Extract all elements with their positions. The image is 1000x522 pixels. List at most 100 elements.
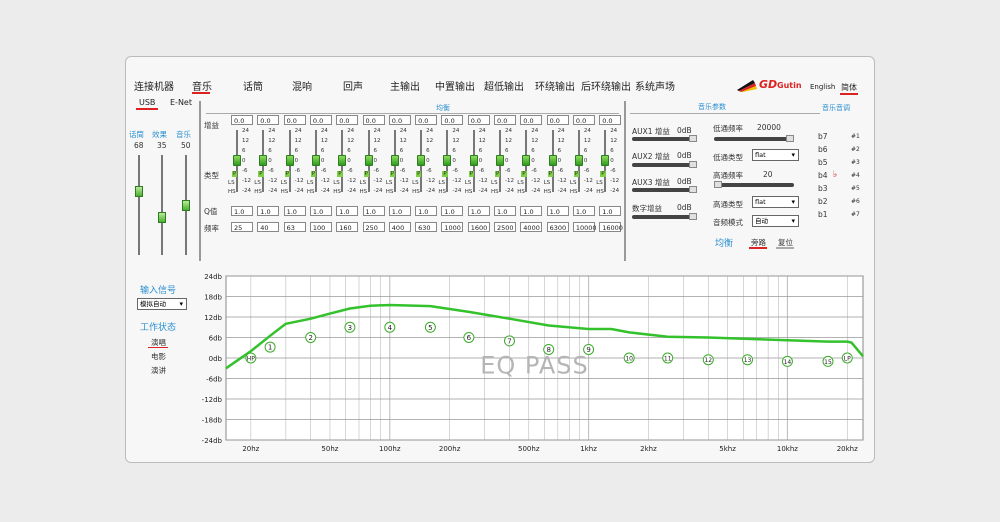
eq-type-option[interactable]: P — [495, 171, 501, 177]
eq-type-option[interactable]: LS — [517, 180, 524, 186]
pitch-flat-item[interactable]: b7 — [818, 132, 828, 141]
marker-circle[interactable] — [822, 355, 834, 367]
nav-item[interactable]: 音乐 — [192, 82, 212, 93]
eq-type-option[interactable]: LS — [228, 180, 235, 186]
eq-q-input[interactable]: 1.0 — [362, 206, 385, 216]
eq-type-option[interactable]: LS — [254, 180, 261, 186]
marker-circle[interactable] — [662, 352, 674, 364]
eq-freq-input[interactable]: 4000 — [520, 222, 543, 232]
eq-type-option[interactable]: P — [232, 171, 238, 177]
level-knob[interactable] — [135, 185, 143, 197]
eq-q-input[interactable]: 1.0 — [388, 206, 411, 216]
pitch-flat-item[interactable]: b3 — [818, 184, 828, 193]
nav-item[interactable]: 话筒 — [243, 82, 263, 93]
eq-type-option[interactable]: HS — [543, 189, 552, 195]
nav-item[interactable]: 中置输出 — [435, 82, 475, 93]
pitch-sharp-item[interactable]: #5 — [851, 185, 860, 192]
eq-freq-input[interactable]: 40 — [257, 222, 280, 232]
aux3-slider[interactable] — [632, 188, 696, 192]
nav-item[interactable]: 系统声场 — [635, 82, 675, 93]
eq-type-option[interactable]: HS — [491, 189, 499, 195]
bypass-button[interactable]: 旁路 — [751, 238, 766, 247]
pitch-flat-item[interactable]: b2 — [818, 197, 828, 206]
lpf-type-select[interactable]: flat — [752, 149, 799, 161]
eq-type-option[interactable]: P — [258, 171, 264, 177]
marker-circle[interactable] — [583, 343, 595, 355]
eq-band-marker[interactable]: 10 — [623, 352, 635, 364]
eq-type-option[interactable]: P — [416, 171, 422, 177]
eq-gain-input[interactable]: 0.0 — [415, 115, 438, 125]
eq-type-option[interactable]: HS — [333, 189, 341, 195]
eq-type-option[interactable]: P — [442, 171, 448, 177]
level-knob[interactable] — [158, 212, 166, 223]
nav-item[interactable]: 主输出 — [390, 82, 420, 93]
eq-freq-input[interactable]: 16000 — [599, 222, 623, 232]
eq-gain-knob[interactable] — [548, 155, 557, 166]
eq-type-option[interactable]: P — [573, 171, 580, 177]
eq-gain-input[interactable]: 0.0 — [520, 115, 543, 125]
eq-type-option[interactable]: HS — [385, 189, 394, 195]
eq-type-option[interactable]: HS — [517, 189, 525, 195]
eq-band-marker[interactable]: 4 — [384, 321, 396, 333]
eq-q-input[interactable]: 1.0 — [572, 206, 595, 216]
pitch-flat-item[interactable]: b1 — [818, 210, 828, 219]
eq-type-option[interactable]: LS — [385, 180, 393, 186]
eq-gain-knob[interactable] — [311, 155, 320, 166]
eq-band-marker[interactable]: 9 — [583, 343, 595, 355]
eq-gain-knob[interactable] — [417, 155, 426, 166]
hpf-freq-slider-knob[interactable] — [714, 181, 722, 188]
eq-gain-knob[interactable] — [338, 155, 347, 166]
eq-type-option[interactable]: LS — [280, 180, 288, 186]
marker-circle[interactable] — [623, 352, 635, 364]
eq-type-option[interactable]: P — [284, 171, 290, 177]
nav-item[interactable]: 混响 — [292, 82, 312, 93]
eq-freq-input[interactable]: 25 — [231, 222, 253, 232]
marker-circle[interactable] — [742, 354, 754, 366]
eq-gain-input[interactable]: 0.0 — [599, 115, 622, 125]
pitch-sharp-item[interactable]: #7 — [851, 211, 860, 218]
eq-freq-input[interactable]: 63 — [283, 222, 306, 232]
eq-type-option[interactable]: HS — [438, 189, 447, 195]
eq-freq-input[interactable]: 10000 — [572, 222, 597, 232]
eq-type-option[interactable]: P — [547, 171, 553, 177]
eq-band-marker[interactable]: LP — [841, 352, 853, 364]
eq-type-option[interactable]: LS — [306, 180, 314, 186]
eq-freq-input[interactable]: 6300 — [546, 222, 569, 232]
marker-circle[interactable] — [503, 335, 515, 347]
eq-band-marker[interactable]: 7 — [503, 335, 515, 347]
eq-q-input[interactable]: 1.0 — [283, 206, 306, 216]
eq-gain-input[interactable]: 0.0 — [572, 115, 595, 125]
eq-type-option[interactable]: HS — [306, 189, 315, 195]
eq-gain-knob[interactable] — [574, 155, 583, 166]
eq-band-marker[interactable]: 12 — [702, 354, 714, 366]
aux2-slider-knob[interactable] — [689, 161, 697, 168]
lpf-freq-slider-knob[interactable] — [786, 135, 794, 142]
eq-band-marker[interactable]: 14 — [781, 355, 793, 367]
nav-item[interactable]: 连接机器 — [134, 82, 174, 93]
marker-circle[interactable] — [702, 354, 714, 366]
marker-circle[interactable] — [344, 321, 356, 333]
eq-gain-knob[interactable] — [522, 155, 531, 166]
digital-gain-slider[interactable] — [632, 215, 696, 219]
eq-band-marker[interactable]: 11 — [662, 352, 674, 364]
eq-q-input[interactable]: 1.0 — [520, 206, 543, 216]
level-track[interactable] — [161, 155, 163, 255]
eq-type-option[interactable]: LS — [359, 180, 367, 186]
eq-gain-input[interactable]: 0.0 — [231, 115, 253, 125]
eq-band-marker[interactable]: 5 — [424, 321, 436, 333]
eq-freq-input[interactable]: 2500 — [494, 222, 516, 232]
eq-type-option[interactable]: P — [600, 171, 606, 177]
pitch-sharp-item[interactable]: #6 — [851, 198, 860, 205]
pitch-flat-item[interactable]: b4 — [818, 171, 828, 180]
eq-q-input[interactable]: 1.0 — [257, 206, 280, 216]
eq-q-input[interactable]: 1.0 — [415, 206, 438, 216]
eq-type-option[interactable]: P — [468, 171, 475, 177]
eq-type-option[interactable]: P — [310, 171, 317, 177]
eq-gain-input[interactable]: 0.0 — [283, 115, 306, 125]
eq-freq-input[interactable]: 630 — [415, 222, 438, 232]
eq-gain-knob[interactable] — [364, 155, 373, 166]
level-track[interactable] — [138, 155, 140, 255]
eq-freq-input[interactable]: 160 — [336, 222, 359, 232]
eq-type-option[interactable]: LS — [596, 180, 603, 186]
eq-type-option[interactable]: HS — [569, 189, 578, 195]
